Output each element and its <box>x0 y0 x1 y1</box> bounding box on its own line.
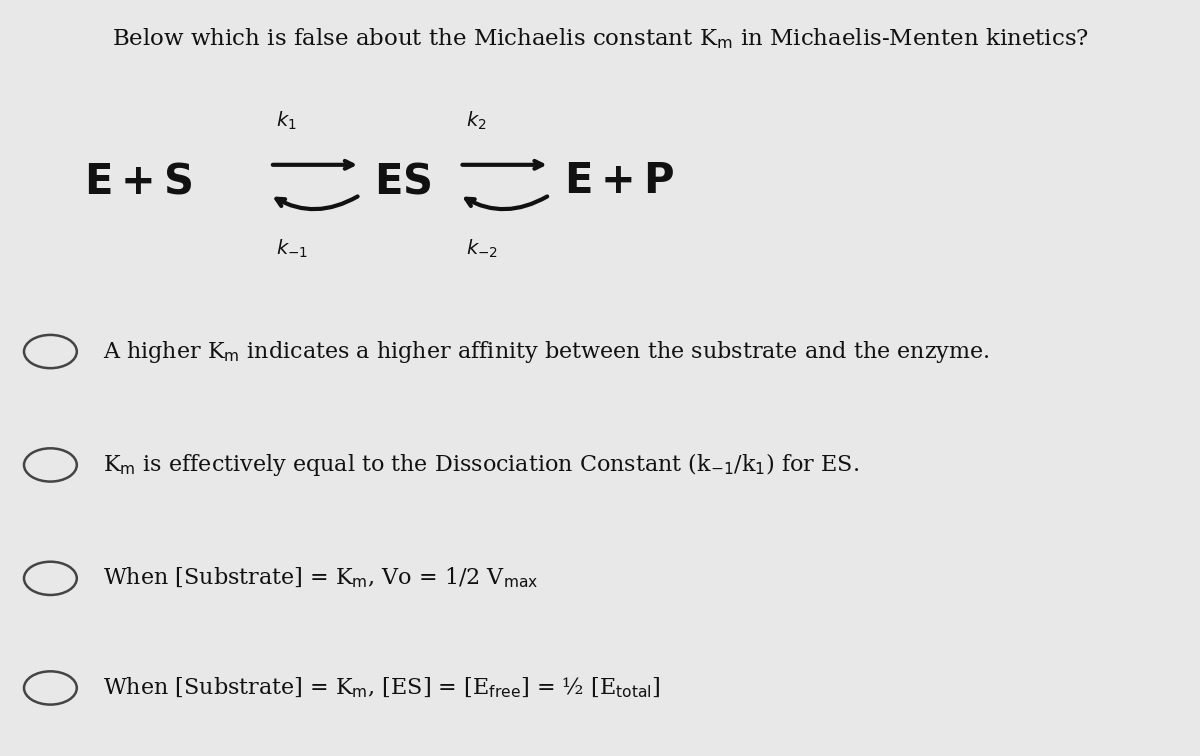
Text: $k_{-2}$: $k_{-2}$ <box>466 238 498 260</box>
Text: $\mathbf{E+P}$: $\mathbf{E+P}$ <box>564 160 674 203</box>
Text: A higher K$_{\mathrm{m}}$ indicates a higher affinity between the substrate and : A higher K$_{\mathrm{m}}$ indicates a hi… <box>103 339 990 364</box>
Text: $\mathbf{E+S}$: $\mathbf{E+S}$ <box>84 160 192 203</box>
Text: K$_{\mathrm{m}}$ is effectively equal to the Dissociation Constant (k$_{-1}$/k$_: K$_{\mathrm{m}}$ is effectively equal to… <box>103 451 859 479</box>
Text: $k_2$: $k_2$ <box>466 110 486 132</box>
Text: $k_{-1}$: $k_{-1}$ <box>276 238 308 260</box>
Text: $k_1$: $k_1$ <box>276 110 296 132</box>
Text: Below which is false about the Michaelis constant K$_{\mathrm{m}}$ in Michaelis-: Below which is false about the Michaelis… <box>112 26 1088 51</box>
Text: When [Substrate] = K$_{\mathrm{m}}$, Vo = 1/2 V$_{\mathrm{max}}$: When [Substrate] = K$_{\mathrm{m}}$, Vo … <box>103 566 539 590</box>
Text: When [Substrate] = K$_{\mathrm{m}}$, [ES] = [E$_{\mathrm{free}}$] = ½ [E$_{\math: When [Substrate] = K$_{\mathrm{m}}$, [ES… <box>103 676 661 700</box>
Text: $\mathbf{ES}$: $\mathbf{ES}$ <box>374 160 432 203</box>
